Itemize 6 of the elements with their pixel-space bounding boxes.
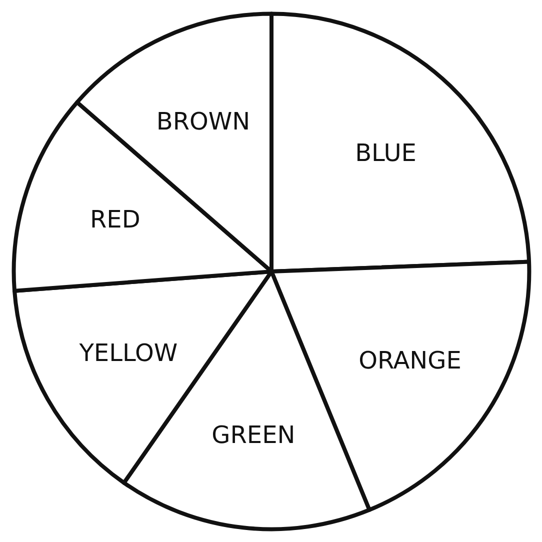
slice-label: BLUE [355,138,416,167]
slice-label: GREEN [212,421,296,450]
slice-label: YELLOW [78,339,178,368]
slice-label: ORANGE [358,346,462,375]
slice-label: RED [90,206,140,234]
slice-label: BROWN [156,108,250,136]
